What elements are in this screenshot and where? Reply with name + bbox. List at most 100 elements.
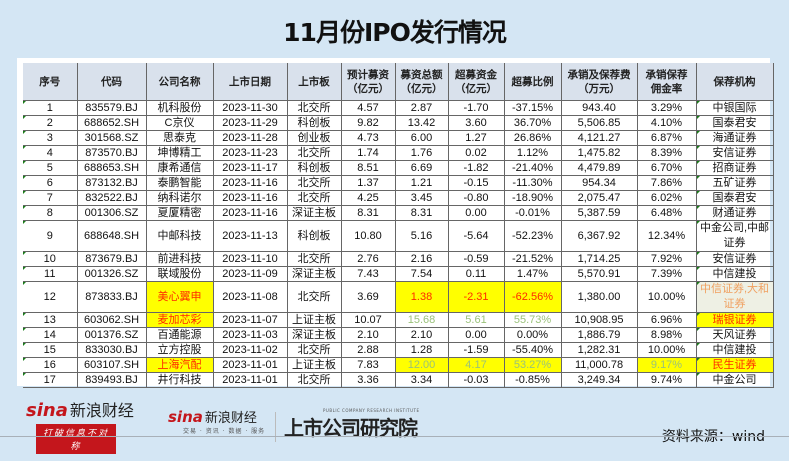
- cell-fee: 1,886.79: [560, 327, 638, 343]
- cell-code: 832522.BJ: [76, 190, 147, 206]
- cell-fee: 1,282.31: [560, 342, 638, 358]
- cell-index: 7: [23, 190, 78, 206]
- cell-total-raise: 1.76: [394, 145, 449, 161]
- cell-total-raise: 2.10: [394, 327, 449, 343]
- cell-total-raise: 13.42: [394, 115, 449, 131]
- cell-board: 北交所: [286, 100, 342, 116]
- page-title: 11月份IPO发行情况: [283, 18, 507, 47]
- cell-commission-rate: 9.74%: [636, 372, 697, 388]
- cell-board: 科创板: [286, 115, 342, 131]
- cell-board: 深证主板: [286, 327, 342, 343]
- cell-board: 深证主板: [286, 266, 342, 282]
- cell-index: 3: [23, 130, 78, 146]
- cell-company: 井行科技: [145, 372, 214, 388]
- cell-code: 873570.BJ: [76, 145, 147, 161]
- cell-company: 康希通信: [145, 160, 214, 176]
- cell-expected-raise: 10.80: [340, 220, 396, 252]
- cell-commission-rate: 6.70%: [636, 160, 697, 176]
- cell-listing-date: 2023-11-16: [212, 175, 288, 191]
- cell-listing-date: 2023-11-28: [212, 130, 288, 146]
- cell-sponsor: 国泰君安: [695, 190, 774, 206]
- cell-board: 科创板: [286, 220, 342, 252]
- cell-over-ratio: -0.01%: [503, 205, 562, 221]
- cell-expected-raise: 2.76: [340, 251, 396, 267]
- cell-company: 联域股份: [145, 266, 214, 282]
- cell-index: 1: [23, 100, 78, 116]
- table-row: 3 301568.SZ 思泰克 2023-11-28 创业板 4.73 6.00 1.27 26…: [23, 130, 774, 146]
- table-row: 9 688648.SH 中邮科技 2023-11-13 科创板 10.80 5.16 -5.6…: [23, 220, 774, 252]
- cell-over-ratio: -21.40%: [503, 160, 562, 176]
- cell-over-ratio: -52.23%: [503, 220, 562, 252]
- cell-company: 麦加芯彩: [145, 312, 214, 328]
- cell-over-raise: -1.59: [447, 342, 505, 358]
- table-row: 7 832522.BJ 纳科诺尔 2023-11-16 北交所 4.25 3.45 -0.80…: [23, 190, 774, 206]
- cell-over-raise: -5.64: [447, 220, 505, 252]
- col-header-fee: 承销及保荐费 （万元）: [560, 63, 638, 101]
- cell-code: 603107.SH: [76, 357, 147, 373]
- cell-company: 百通能源: [145, 327, 214, 343]
- cell-company: 纳科诺尔: [145, 190, 214, 206]
- cell-commission-rate: 8.98%: [636, 327, 697, 343]
- cell-expected-raise: 1.37: [340, 175, 396, 191]
- cell-board: 北交所: [286, 342, 342, 358]
- sina-brand: sina: [26, 400, 68, 421]
- table-row: 5 688653.SH 康希通信 2023-11-17 科创板 8.51 6.69 -1.82…: [23, 160, 774, 176]
- footer-divider: [0, 436, 789, 437]
- header-row: 序号 代码 公司名称 上市日期 上市板 预计募资 （亿元） 募资总额 （亿元） 超募…: [23, 63, 774, 101]
- cell-over-raise: -0.15: [447, 175, 505, 191]
- table-row: 13 603062.SH 麦加芯彩 2023-11-07 上证主板 10.07 15.68 5…: [23, 312, 774, 328]
- cell-fee: 5,387.59: [560, 205, 638, 221]
- cell-over-ratio: 55.73%: [503, 312, 562, 328]
- cell-commission-rate: 3.29%: [636, 100, 697, 116]
- cell-fee: 1,714.25: [560, 251, 638, 267]
- table-row: 1 835579.BJ 机科股份 2023-11-30 北交所 4.57 2.87 -1.70…: [23, 100, 774, 116]
- research-institute-en: PUBLIC COMPANY RESEARCH INSTITUTE: [323, 408, 420, 413]
- cell-code: 688652.SH: [76, 115, 147, 131]
- cell-sponsor: 中金公司,中邮证券: [695, 220, 774, 252]
- cell-over-raise: 5.61: [447, 312, 505, 328]
- sina-finance-name: 新浪财经: [69, 401, 134, 420]
- table-row: 14 001376.SZ 百通能源 2023-11-03 深证主板 2.10 2.10 0.0…: [23, 327, 774, 343]
- cell-sponsor: 安信证券: [695, 251, 774, 267]
- cell-company: 中邮科技: [145, 220, 214, 252]
- cell-fee: 1,475.82: [560, 145, 638, 161]
- cell-over-ratio: -62.56%: [503, 281, 562, 313]
- cell-sponsor: 中银国际: [695, 100, 774, 116]
- cell-total-raise: 2.16: [394, 251, 449, 267]
- cell-expected-raise: 10.07: [340, 312, 396, 328]
- cell-board: 创业板: [286, 130, 342, 146]
- cell-board: 北交所: [286, 281, 342, 313]
- table-row: 8 001306.SZ 夏厦精密 2023-11-16 深证主板 8.31 8.31 0.00…: [23, 205, 774, 221]
- cell-over-raise: 1.27: [447, 130, 505, 146]
- cell-total-raise: 1.28: [394, 342, 449, 358]
- cell-commission-rate: 9.17%: [636, 357, 697, 373]
- col-header-commission-rate: 承销保荐 佣金率: [636, 63, 697, 101]
- cell-over-raise: -1.70: [447, 100, 505, 116]
- cell-listing-date: 2023-11-29: [212, 115, 288, 131]
- cell-over-raise: 3.60: [447, 115, 505, 131]
- table-row: 17 839493.BJ 井行科技 2023-11-01 北交所 3.36 3.34 -0.0…: [23, 372, 774, 388]
- cell-expected-raise: 4.73: [340, 130, 396, 146]
- col-header-expected-raise: 预计募资 （亿元）: [340, 63, 396, 101]
- cell-commission-rate: 6.48%: [636, 205, 697, 221]
- table-row: 12 873833.BJ 美心翼申 2023-11-08 北交所 3.69 1.38 -2.3…: [23, 281, 774, 313]
- cell-over-ratio: -11.30%: [503, 175, 562, 191]
- cell-listing-date: 2023-11-17: [212, 160, 288, 176]
- cell-sponsor: 国泰君安: [695, 115, 774, 131]
- cell-commission-rate: 12.34%: [636, 220, 697, 252]
- cell-fee: 954.34: [560, 175, 638, 191]
- cell-fee: 2,075.47: [560, 190, 638, 206]
- cell-company: C京仪: [145, 115, 214, 131]
- cell-code: 688653.SH: [76, 160, 147, 176]
- cell-company: 立方控股: [145, 342, 214, 358]
- cell-code: 873132.BJ: [76, 175, 147, 191]
- sina-finance-name: 新浪财经: [204, 411, 257, 426]
- cell-sponsor: 中信证券,大和证券: [695, 281, 774, 313]
- cell-board: 北交所: [286, 145, 342, 161]
- cell-commission-rate: 4.10%: [636, 115, 697, 131]
- cell-company: 机科股份: [145, 100, 214, 116]
- cell-over-ratio: 26.86%: [503, 130, 562, 146]
- cell-fee: 3,249.34: [560, 372, 638, 388]
- cell-index: 9: [23, 220, 78, 252]
- col-header-over-ratio: 超募比例: [503, 63, 562, 101]
